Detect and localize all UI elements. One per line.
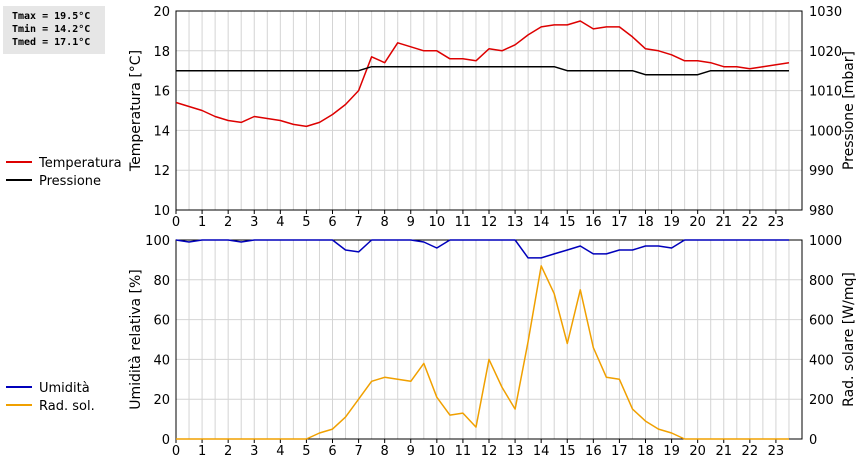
panel2-legend-label: Umidità [39, 381, 90, 396]
panel1-x-tick-label: 9 [407, 215, 415, 230]
panel2-x-tick-label: 21 [715, 444, 732, 459]
panel2-y-left-tick-label: 20 [153, 393, 170, 408]
panel1-x-tick-label: 10 [429, 215, 446, 230]
panel2-x-tick-label: 19 [663, 444, 680, 459]
stats-box: Tmax = 19.5°C Tmin = 14.2°C Tmed = 17.1°… [3, 6, 105, 54]
panel1-x-tick-label: 18 [637, 215, 654, 230]
panel2-x-tick-label: 7 [354, 444, 362, 459]
panel1-y-right-tick-label: 1020 [809, 45, 842, 60]
panel1-series-temperatura [175, 20, 790, 128]
panel1-x-tick-label: 16 [585, 215, 602, 230]
panel1-y-left-tick-label: 12 [153, 164, 170, 179]
panel2-x-tick-label: 0 [172, 444, 180, 459]
panel1-x-tick-label: 0 [172, 215, 180, 230]
panel2-x-tick-label: 14 [533, 444, 550, 459]
panel2-x-tick-label: 20 [689, 444, 706, 459]
panel1-series-pressione [176, 65, 789, 76]
panel2-y-right-tick-label: 400 [809, 353, 834, 368]
panel1-x-tick-label: 3 [250, 215, 258, 230]
panel1-y-left-tick-label: 18 [153, 45, 170, 60]
panel2-y-left-tick-label: 0 [162, 433, 170, 448]
panel1-x-tick-label: 20 [689, 215, 706, 230]
panel1-legend-label: Temperatura [38, 156, 122, 171]
panel2-series-rad-sol [176, 265, 789, 440]
panel1-x-tick-label: 12 [481, 215, 498, 230]
panel1-y-right-tick-label: 990 [809, 164, 834, 179]
panel1-x-tick-label: 19 [663, 215, 680, 230]
panel1-x-tick-label: 23 [768, 215, 785, 230]
panel1-y-left-tick-label: 14 [153, 124, 170, 139]
panel2-y-left-tick-label: 60 [153, 314, 170, 329]
panel2-x-tick-label: 18 [637, 444, 654, 459]
panel1-x-tick-label: 1 [198, 215, 206, 230]
panel2-x-tick-label: 12 [481, 444, 498, 459]
panel2-y-right-tick-label: 800 [809, 274, 834, 289]
tmin-label: Tmin = 14.2°C [12, 24, 91, 35]
panel1-x-tick-label: 13 [507, 215, 524, 230]
panel2-x-tick-label: 15 [559, 444, 576, 459]
panel2-y-left-tick-label: 40 [153, 353, 170, 368]
panel2-y-left-title: Umidità relativa [%] [128, 269, 144, 410]
tmed-label: Tmed = 17.1°C [12, 37, 91, 48]
panel1-x-tick-label: 17 [611, 215, 628, 230]
panel1-x-tick-label: 8 [381, 215, 389, 230]
panel2-y-right-tick-label: 200 [809, 393, 834, 408]
panel2-y-right-tick-label: 1000 [809, 234, 842, 249]
panel2-x-tick-label: 22 [742, 444, 759, 459]
panel2-x-tick-label: 9 [407, 444, 415, 459]
panel2-x-tick-label: 1 [198, 444, 206, 459]
panel1-y-right-tick-label: 1010 [809, 85, 842, 100]
panel1-x-tick-label: 15 [559, 215, 576, 230]
panel1-y-right-tick-label: 980 [809, 204, 834, 219]
panel1-y-right-tick-label: 1000 [809, 124, 842, 139]
panel1-x-tick-label: 6 [328, 215, 336, 230]
panel1-y-left-tick-label: 10 [153, 204, 170, 219]
panel2-y-left-tick-label: 80 [153, 274, 170, 289]
panel1-legend-label: Pressione [39, 174, 101, 189]
panel2-x-tick-label: 5 [302, 444, 310, 459]
panel1-x-tick-label: 14 [533, 215, 550, 230]
panel1-y-right-title: Pressione [mbar] [841, 51, 857, 170]
panel2-y-right-tick-label: 0 [809, 433, 817, 448]
panel2-series-umidit [175, 239, 789, 259]
panel2-y-left-tick-label: 100 [145, 234, 170, 249]
panel2-x-tick-label: 8 [381, 444, 389, 459]
panel1-x-tick-label: 11 [455, 215, 472, 230]
panel1-x-tick-label: 21 [715, 215, 732, 230]
panel1-x-tick-label: 22 [742, 215, 759, 230]
panel2-x-tick-label: 10 [429, 444, 446, 459]
panel1-y-left-tick-label: 16 [153, 85, 170, 100]
panel2-x-tick-label: 16 [585, 444, 602, 459]
panel1-x-tick-label: 2 [224, 215, 232, 230]
panel1-x-tick-label: 7 [354, 215, 362, 230]
panel1-x-tick-label: 5 [302, 215, 310, 230]
panel2-x-tick-label: 3 [250, 444, 258, 459]
panel1-y-right-tick-label: 1030 [809, 5, 842, 20]
tmax-label: Tmax = 19.5°C [12, 11, 91, 22]
panel2-x-tick-label: 4 [276, 444, 284, 459]
panel2-x-tick-label: 11 [455, 444, 472, 459]
panel2-x-tick-label: 6 [328, 444, 336, 459]
panel2-y-right-tick-label: 600 [809, 314, 834, 329]
panel2-x-tick-label: 2 [224, 444, 232, 459]
panel2-x-tick-label: 17 [611, 444, 628, 459]
panel1-x-tick-label: 4 [276, 215, 284, 230]
panel2-y-right-title: Rad. solare [W/mq] [841, 272, 857, 407]
panel2-x-tick-label: 23 [768, 444, 785, 459]
panel2-legend-label: Rad. sol. [39, 399, 95, 414]
panel1-y-left-title: Temperatura [°C] [128, 50, 144, 172]
panel2-x-tick-label: 13 [507, 444, 524, 459]
panel1-y-left-tick-label: 20 [153, 5, 170, 20]
